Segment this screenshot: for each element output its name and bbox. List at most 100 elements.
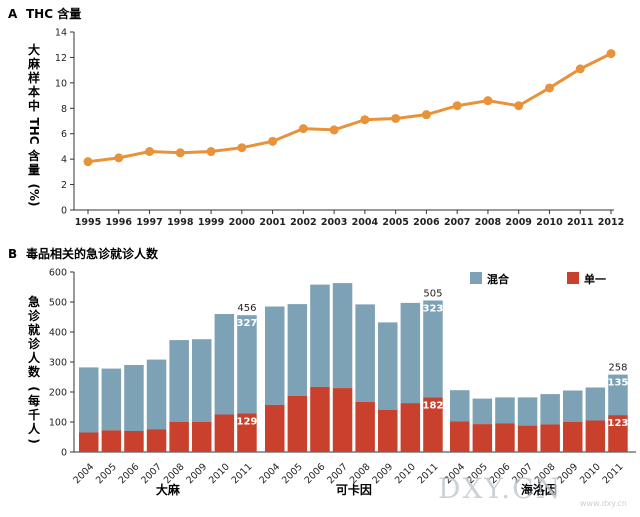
total-value-label: 505	[423, 289, 442, 300]
x-tick-label: 2003	[321, 217, 347, 228]
data-point	[606, 49, 616, 59]
data-point	[237, 143, 247, 153]
bar-mixed	[265, 306, 285, 405]
data-point	[452, 101, 462, 111]
x-tick-label: 2006	[117, 461, 142, 486]
x-tick-label: 2011	[230, 461, 255, 486]
data-point	[391, 113, 401, 123]
x-tick-label: 2009	[505, 217, 531, 228]
legend-swatch-single	[567, 272, 579, 284]
data-point	[268, 136, 278, 146]
y-label-word: )	[27, 438, 41, 443]
x-tick-label: 2004	[257, 461, 282, 486]
total-value-label: 258	[608, 363, 627, 374]
y-label-word: THC	[27, 117, 41, 144]
x-tick-label: 2002	[290, 217, 316, 228]
bar-single	[79, 432, 99, 452]
x-tick-label: 2001	[259, 217, 285, 228]
x-tick-label: 2005	[94, 461, 119, 486]
x-tick-label: 2010	[207, 461, 232, 486]
data-point	[175, 148, 185, 158]
y-label-char: 本	[28, 84, 40, 99]
y-label-char: 数	[28, 364, 41, 379]
panel-a-letter: A	[8, 7, 18, 21]
group-label: 海洛因	[521, 482, 557, 497]
y-tick-label: 300	[49, 358, 67, 369]
bar-mixed	[517, 397, 538, 426]
y-label-word: (%)	[27, 184, 41, 207]
bar-mixed	[585, 387, 606, 421]
total-value-label: 456	[237, 303, 256, 314]
watermark-url: www.dxy.cn	[580, 499, 627, 508]
bar-mixed	[146, 359, 167, 430]
data-point	[206, 147, 216, 157]
series-line	[87, 52, 612, 164]
y-tick-label: 100	[49, 418, 67, 429]
y-label-word: (	[27, 386, 41, 391]
y-tick-label: 500	[49, 298, 67, 309]
bar-mixed	[355, 304, 375, 402]
data-point	[575, 64, 585, 74]
single-value-label: 182	[423, 400, 444, 411]
y-label-char: 千	[28, 407, 40, 422]
y-tick-label: 0	[61, 448, 67, 459]
y-tick-label: 600	[49, 268, 67, 279]
bar-single	[495, 423, 515, 452]
bar-single	[287, 395, 308, 452]
watermark: DXY.CN www.dxy.cn	[438, 472, 627, 508]
bar-single	[563, 422, 583, 452]
data-point	[298, 124, 308, 134]
x-tick-label: 1995	[75, 217, 101, 228]
x-tick-label: 2011	[416, 461, 441, 486]
bar-mixed	[400, 302, 421, 404]
y-tick-label: 10	[55, 78, 67, 89]
y-label-char: 每	[28, 393, 40, 408]
bar-mixed	[608, 374, 628, 416]
y-label-char: 人	[28, 421, 41, 436]
y-label-char: 麻	[27, 56, 41, 71]
mixed-value-label: 135	[608, 378, 629, 389]
bar-mixed	[332, 283, 353, 389]
x-tick-label: 2004	[352, 217, 379, 228]
group-label: 大麻	[156, 482, 181, 497]
bar-single	[423, 397, 443, 452]
bar-mixed	[423, 300, 443, 398]
y-label-char: 急	[28, 294, 40, 309]
bar-single	[124, 431, 144, 452]
data-point	[114, 153, 124, 163]
y-tick-label: 8	[61, 104, 67, 115]
bar-single	[585, 420, 606, 452]
panel-b-title: 毒品相关的急诊就诊人数	[26, 246, 159, 261]
y-label-char: 中	[28, 98, 40, 113]
bar-single	[400, 403, 421, 452]
bar-single	[355, 401, 375, 452]
bar-mixed	[378, 322, 398, 410]
mixed-value-label: 323	[423, 304, 444, 315]
bar-single	[214, 414, 235, 452]
data-point	[421, 110, 431, 120]
y-tick-label: 6	[61, 129, 67, 140]
y-label-char: 大	[28, 42, 40, 57]
y-tick-label: 14	[55, 28, 67, 39]
y-tick-label: 200	[49, 388, 67, 399]
y-label-char: 量	[28, 163, 40, 177]
x-tick-label: 1998	[167, 217, 194, 228]
panel-b-y-axis-label: 急诊就诊人数(每千人)	[27, 294, 41, 444]
y-label-char: 诊	[28, 336, 41, 351]
panel-a-title: THC 含量	[26, 6, 81, 21]
bar-single	[540, 424, 560, 452]
legend-label-single: 单一	[584, 272, 606, 286]
y-label-char: 人	[28, 350, 41, 365]
watermark-text: DXY.CN	[438, 472, 562, 505]
x-tick-label: 1996	[106, 217, 133, 228]
data-point	[483, 96, 493, 106]
legend: 混合 单一	[470, 272, 606, 286]
bar-mixed	[214, 314, 235, 415]
bar-mixed	[79, 367, 99, 433]
x-tick-label: 2004	[71, 461, 96, 486]
x-tick-label: 1999	[198, 217, 224, 228]
data-point	[544, 83, 554, 93]
